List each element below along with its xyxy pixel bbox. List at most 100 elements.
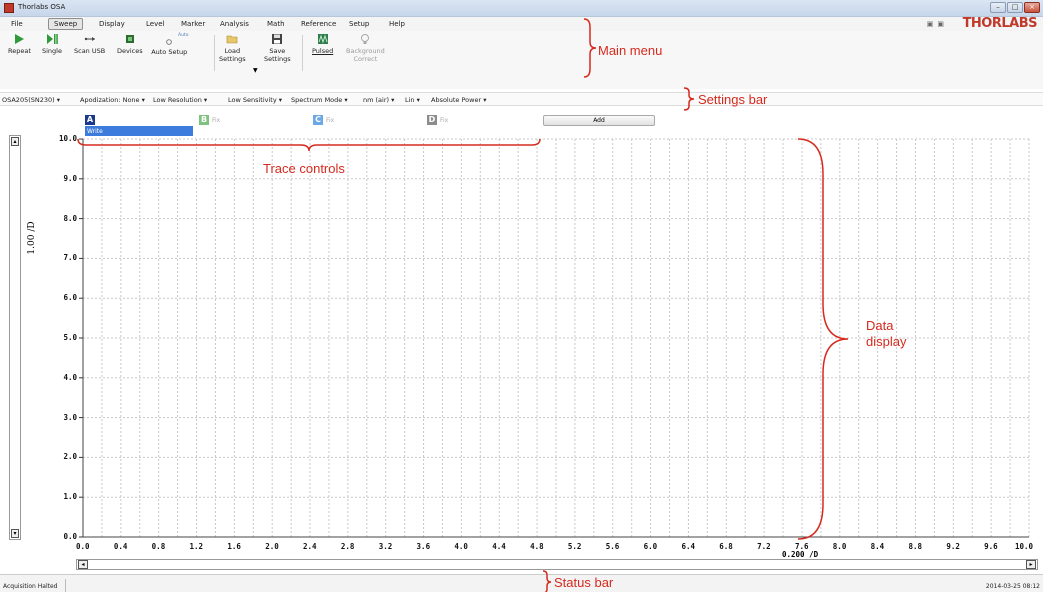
menu-math[interactable]: Math — [267, 20, 285, 28]
menu-level[interactable]: Level — [146, 20, 165, 28]
resolution-selector[interactable]: Low Resolution ▾ — [153, 96, 208, 104]
x-tick-label: 6.8 — [719, 542, 733, 551]
x-tick-label: 4.4 — [492, 542, 506, 551]
y-tick-label: 10.0 — [58, 134, 77, 143]
trace-mode: Fix — [326, 117, 335, 124]
save-settings-button[interactable]: Save Settings — [264, 33, 291, 63]
menu-setup[interactable]: Setup — [349, 20, 370, 28]
trace-a-control[interactable]: AWrite — [85, 115, 205, 136]
menu-help[interactable]: Help — [389, 20, 405, 28]
save-settings-label-1: Save — [269, 47, 286, 55]
trace-controls-brace — [77, 138, 541, 152]
scale-selector[interactable]: Lin ▾ — [405, 96, 420, 104]
x-tick-label: 10.0 — [1015, 542, 1034, 551]
vertical-scrollbar[interactable]: ▴ ▾ — [9, 135, 21, 540]
menu-file[interactable]: File — [11, 20, 23, 28]
x-tick-label: 8.8 — [908, 542, 923, 551]
chip-icon — [125, 35, 134, 43]
power-selector[interactable]: Absolute Power ▾ — [431, 96, 487, 104]
window-controls: – □ × — [990, 2, 1040, 13]
load-settings-label-1: Load — [224, 47, 241, 55]
x-tick-label: 5.2 — [567, 542, 582, 551]
trace-mode: Fix — [212, 117, 221, 124]
y-scale-label: 1.00 /D — [27, 221, 37, 255]
device-selector[interactable]: OSA205(SN230) ▾ — [2, 96, 61, 104]
x-tick-label: 7.6 — [794, 542, 809, 551]
menu-analysis[interactable]: Analysis — [220, 20, 249, 28]
auto-setup-label: Auto Setup — [151, 48, 188, 56]
auto-badge: Auto — [178, 33, 189, 38]
main-menu-annotation: Main menu — [598, 43, 663, 58]
trace-c-control[interactable]: C Fix — [313, 115, 433, 126]
pulsed-icon — [317, 34, 328, 44]
y-tick-label: 1.0 — [63, 492, 77, 502]
usb-icon — [84, 37, 95, 41]
data-display-annotation-1: Data — [866, 318, 894, 333]
sweep-toolbar: Repeat Single Scan USB Devices Auto Auto… — [0, 31, 1043, 89]
data-display-brace — [797, 138, 849, 540]
scroll-right-icon[interactable]: ▸ — [1026, 560, 1036, 569]
x-tick-label: 3.2 — [378, 542, 393, 551]
scroll-left-icon[interactable]: ◂ — [78, 560, 88, 569]
y-tick-label: 7.0 — [63, 253, 77, 263]
trace-letter: A — [85, 115, 95, 125]
menu-sweep[interactable]: Sweep — [48, 18, 84, 30]
y-tick-label: 2.0 — [63, 452, 77, 462]
repeat-label: Repeat — [8, 47, 31, 55]
y-tick-label: 6.0 — [63, 293, 77, 303]
toolbar-separator — [302, 35, 303, 71]
scroll-up-icon[interactable]: ▴ — [11, 137, 19, 146]
folder-icon — [227, 35, 238, 44]
devices-button[interactable]: Devices — [117, 33, 143, 55]
gear-icon — [166, 39, 173, 45]
x-tick-label: 4.8 — [530, 542, 544, 551]
single-label: Single — [42, 47, 62, 55]
repeat-button[interactable]: Repeat — [8, 33, 31, 55]
single-button[interactable]: Single — [42, 33, 62, 55]
load-dropdown-chevron-icon[interactable]: ▼ — [253, 67, 258, 74]
apodization-selector[interactable]: Apodization: None ▾ — [80, 96, 145, 104]
x-tick-label: 8.4 — [870, 542, 885, 551]
scan-usb-label: Scan USB — [74, 47, 106, 55]
background-correct-button[interactable]: Background Correct — [346, 33, 385, 63]
status-bar: Acquisition Halted 2014-03-25 08:12 — [0, 574, 1043, 592]
scroll-down-icon[interactable]: ▾ — [11, 529, 19, 538]
status-datetime: 2014-03-25 08:12 — [985, 583, 1040, 590]
horizontal-scrollbar[interactable]: ◂ ▸ — [76, 559, 1038, 570]
mode-selector[interactable]: Spectrum Mode ▾ — [291, 96, 348, 104]
trace-b-control[interactable]: B Fix — [199, 115, 319, 126]
y-tick-label: 5.0 — [63, 333, 77, 342]
layout-icons[interactable]: ▣▣ — [926, 20, 948, 28]
data-display-annotation-2: display — [866, 334, 907, 349]
menu-reference[interactable]: Reference — [301, 20, 337, 28]
add-trace-button[interactable]: Add — [543, 115, 655, 126]
x-tick-label: 9.2 — [946, 542, 960, 551]
main-menu-bar: ▣▣ File Sweep Display Level Marker Analysis Ma… — [0, 17, 1043, 31]
auto-setup-button[interactable]: Auto Auto Setup — [150, 33, 188, 56]
load-settings-button[interactable]: Load Settings — [219, 33, 246, 63]
pulsed-button[interactable]: Pulsed — [312, 33, 333, 55]
toolbar-separator — [214, 35, 215, 71]
menu-display[interactable]: Display — [99, 20, 125, 28]
close-button[interactable]: × — [1024, 2, 1040, 13]
y-tick-label: 8.0 — [63, 213, 77, 223]
trace-letter: C — [313, 115, 323, 125]
scan-usb-button[interactable]: Scan USB — [74, 33, 105, 55]
trace-letter: B — [199, 115, 209, 125]
unit-selector[interactable]: nm (air) ▾ — [363, 96, 395, 104]
sensitivity-selector[interactable]: Low Sensitivity ▾ — [228, 96, 283, 104]
minimize-button[interactable]: – — [990, 2, 1006, 13]
maximize-button[interactable]: □ — [1007, 2, 1023, 13]
x-tick-label: 1.2 — [189, 542, 204, 551]
x-tick-label: 6.0 — [643, 542, 658, 551]
trace-d-control[interactable]: D Fix — [427, 115, 547, 126]
trace-letter: D — [427, 115, 437, 125]
x-tick-label: 8.0 — [832, 542, 847, 551]
devices-label: Devices — [117, 47, 143, 55]
title-bar: Thorlabs OSA – □ × — [0, 0, 1043, 17]
background-correct-label-2: Correct — [353, 55, 378, 63]
load-settings-label-2: Settings — [219, 55, 246, 63]
menu-marker[interactable]: Marker — [181, 20, 206, 28]
trace-controls-annotation: Trace controls — [263, 161, 345, 176]
x-tick-label: 6.4 — [681, 542, 695, 551]
